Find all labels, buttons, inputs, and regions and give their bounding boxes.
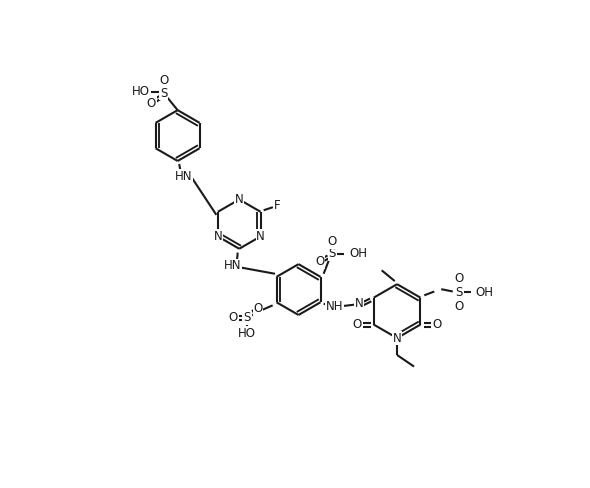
- Text: HO: HO: [132, 85, 150, 98]
- Text: OH: OH: [476, 286, 494, 299]
- Text: S: S: [244, 311, 251, 324]
- Text: N: N: [393, 331, 401, 345]
- Text: S: S: [160, 87, 168, 100]
- Text: O: O: [327, 235, 337, 248]
- Text: O: O: [454, 300, 464, 313]
- Text: HN: HN: [175, 170, 192, 183]
- Text: O: O: [432, 318, 442, 331]
- Text: O: O: [352, 318, 362, 331]
- Text: N: N: [256, 230, 265, 243]
- Text: N: N: [214, 230, 222, 243]
- Text: S: S: [455, 286, 463, 299]
- Text: OH: OH: [349, 247, 367, 260]
- Text: N: N: [235, 193, 244, 206]
- Text: S: S: [329, 247, 336, 260]
- Text: O: O: [254, 302, 263, 315]
- Text: O: O: [147, 97, 156, 110]
- Text: O: O: [454, 272, 464, 285]
- Text: NH: NH: [326, 300, 343, 313]
- Text: O: O: [229, 311, 238, 324]
- Text: HN: HN: [224, 259, 242, 272]
- Text: HO: HO: [238, 326, 256, 340]
- Text: O: O: [315, 255, 324, 268]
- Text: F: F: [274, 199, 281, 212]
- Text: O: O: [159, 74, 168, 87]
- Text: N: N: [355, 297, 363, 309]
